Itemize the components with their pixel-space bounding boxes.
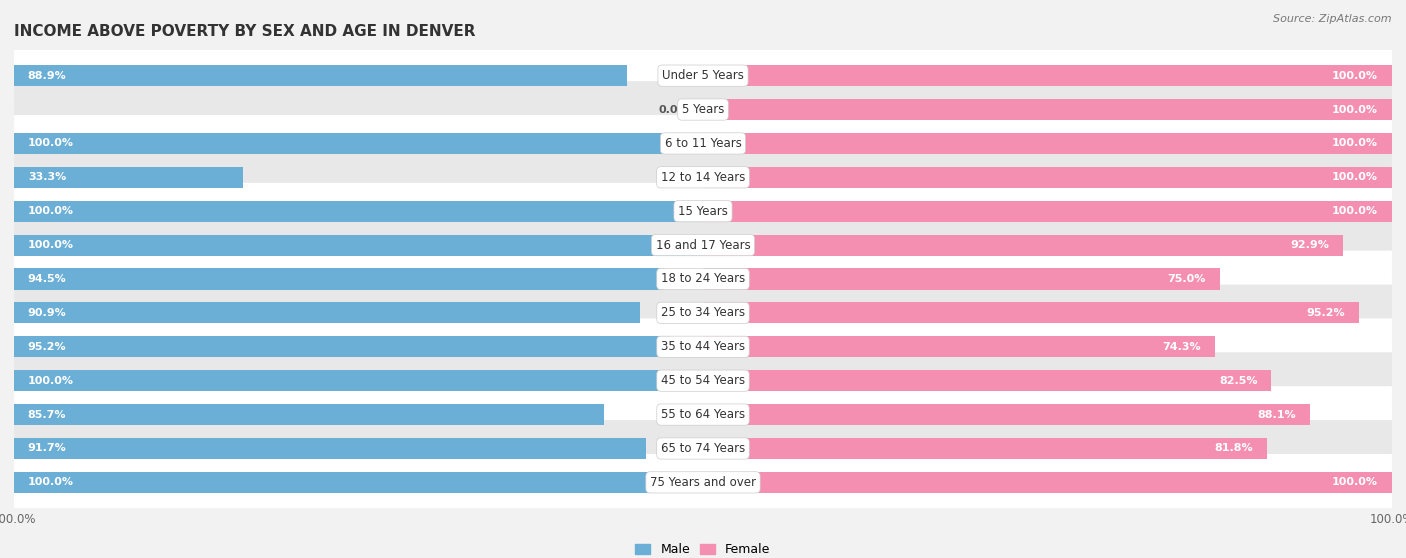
FancyBboxPatch shape bbox=[14, 285, 1392, 341]
Text: 45 to 54 Years: 45 to 54 Years bbox=[661, 374, 745, 387]
FancyBboxPatch shape bbox=[14, 115, 1392, 172]
Bar bbox=[14, 336, 669, 357]
Text: 74.3%: 74.3% bbox=[1163, 342, 1201, 352]
Bar bbox=[703, 370, 1271, 391]
Text: 90.9%: 90.9% bbox=[28, 308, 66, 318]
Bar bbox=[703, 302, 1358, 324]
Bar bbox=[14, 268, 665, 290]
FancyBboxPatch shape bbox=[14, 420, 1392, 477]
Bar bbox=[703, 65, 1392, 86]
Text: 65 to 74 Years: 65 to 74 Years bbox=[661, 442, 745, 455]
Bar bbox=[703, 472, 1392, 493]
Text: 100.0%: 100.0% bbox=[1331, 138, 1378, 148]
Text: 55 to 64 Years: 55 to 64 Years bbox=[661, 408, 745, 421]
FancyBboxPatch shape bbox=[14, 81, 1392, 138]
FancyBboxPatch shape bbox=[14, 386, 1392, 443]
Bar bbox=[14, 404, 605, 425]
Text: 100.0%: 100.0% bbox=[28, 376, 75, 386]
FancyBboxPatch shape bbox=[14, 217, 1392, 273]
Bar bbox=[14, 167, 243, 188]
Text: 16 and 17 Years: 16 and 17 Years bbox=[655, 239, 751, 252]
Bar bbox=[14, 201, 703, 222]
FancyBboxPatch shape bbox=[14, 352, 1392, 409]
Text: 95.2%: 95.2% bbox=[28, 342, 66, 352]
Text: 100.0%: 100.0% bbox=[1331, 172, 1378, 182]
FancyBboxPatch shape bbox=[14, 183, 1392, 239]
Text: 75 Years and over: 75 Years and over bbox=[650, 476, 756, 489]
Text: 82.5%: 82.5% bbox=[1219, 376, 1257, 386]
Text: 88.1%: 88.1% bbox=[1257, 410, 1296, 420]
Text: 91.7%: 91.7% bbox=[28, 444, 66, 454]
Bar bbox=[14, 438, 645, 459]
Text: 5 Years: 5 Years bbox=[682, 103, 724, 116]
Text: 85.7%: 85.7% bbox=[28, 410, 66, 420]
Text: 100.0%: 100.0% bbox=[1331, 104, 1378, 114]
Text: 100.0%: 100.0% bbox=[1331, 206, 1378, 216]
Text: 100.0%: 100.0% bbox=[28, 477, 75, 487]
Bar bbox=[703, 99, 1392, 120]
Bar bbox=[14, 234, 703, 256]
Bar bbox=[14, 370, 703, 391]
Text: 6 to 11 Years: 6 to 11 Years bbox=[665, 137, 741, 150]
Bar bbox=[703, 234, 1343, 256]
Bar bbox=[14, 472, 703, 493]
Bar bbox=[14, 133, 703, 154]
Bar bbox=[703, 133, 1392, 154]
Text: 94.5%: 94.5% bbox=[28, 274, 66, 284]
FancyBboxPatch shape bbox=[14, 47, 1392, 104]
Bar bbox=[703, 438, 1267, 459]
Text: 95.2%: 95.2% bbox=[1306, 308, 1346, 318]
Text: 35 to 44 Years: 35 to 44 Years bbox=[661, 340, 745, 353]
Bar bbox=[14, 65, 627, 86]
Text: INCOME ABOVE POVERTY BY SEX AND AGE IN DENVER: INCOME ABOVE POVERTY BY SEX AND AGE IN D… bbox=[14, 25, 475, 39]
Text: 100.0%: 100.0% bbox=[28, 138, 75, 148]
Bar bbox=[703, 268, 1219, 290]
Text: 92.9%: 92.9% bbox=[1291, 240, 1329, 250]
Bar bbox=[14, 302, 640, 324]
Text: 25 to 34 Years: 25 to 34 Years bbox=[661, 306, 745, 319]
Text: 88.9%: 88.9% bbox=[28, 71, 66, 81]
Bar bbox=[703, 167, 1392, 188]
Text: 100.0%: 100.0% bbox=[28, 206, 75, 216]
Text: 75.0%: 75.0% bbox=[1167, 274, 1206, 284]
FancyBboxPatch shape bbox=[14, 251, 1392, 307]
Bar bbox=[703, 336, 1215, 357]
Text: 15 Years: 15 Years bbox=[678, 205, 728, 218]
Text: Source: ZipAtlas.com: Source: ZipAtlas.com bbox=[1274, 14, 1392, 24]
Text: 18 to 24 Years: 18 to 24 Years bbox=[661, 272, 745, 286]
Text: 81.8%: 81.8% bbox=[1215, 444, 1253, 454]
Legend: Male, Female: Male, Female bbox=[630, 538, 776, 558]
Text: 100.0%: 100.0% bbox=[1331, 71, 1378, 81]
Bar bbox=[703, 201, 1392, 222]
FancyBboxPatch shape bbox=[14, 319, 1392, 375]
Text: 100.0%: 100.0% bbox=[28, 240, 75, 250]
Text: 12 to 14 Years: 12 to 14 Years bbox=[661, 171, 745, 184]
Text: 33.3%: 33.3% bbox=[28, 172, 66, 182]
FancyBboxPatch shape bbox=[14, 454, 1392, 511]
Text: 0.0%: 0.0% bbox=[658, 104, 689, 114]
Text: 100.0%: 100.0% bbox=[1331, 477, 1378, 487]
Text: Under 5 Years: Under 5 Years bbox=[662, 69, 744, 82]
Bar bbox=[703, 404, 1310, 425]
FancyBboxPatch shape bbox=[14, 149, 1392, 206]
